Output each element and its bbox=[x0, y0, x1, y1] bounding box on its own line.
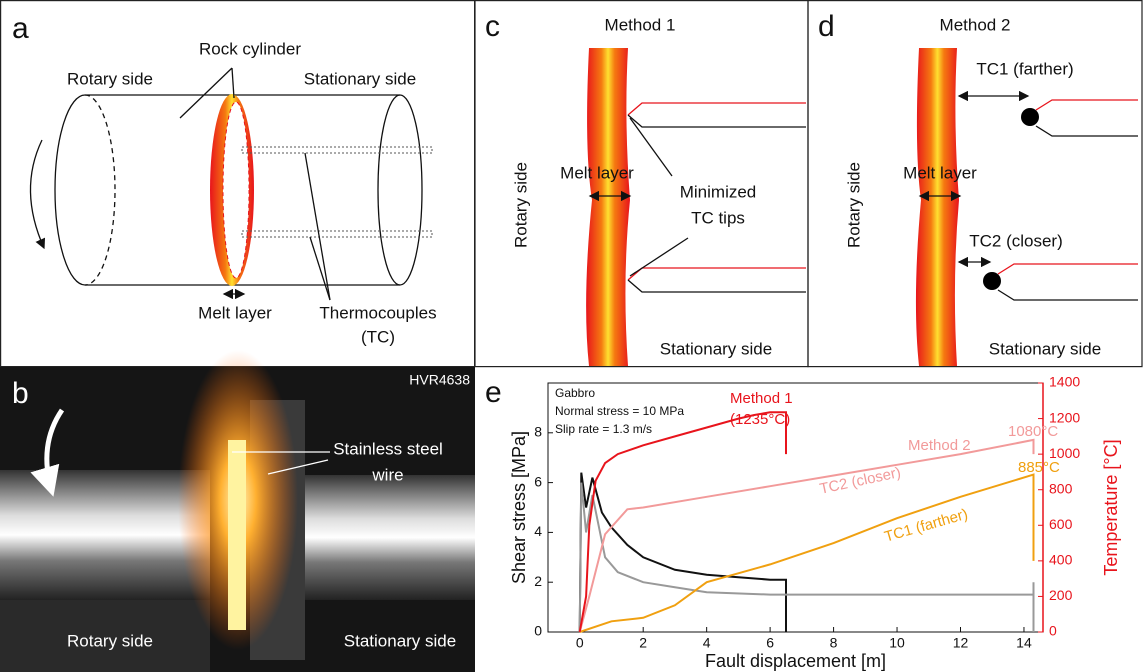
y-axis-label: Shear stress [MPa] bbox=[509, 431, 529, 584]
annotation: 1080°C bbox=[1008, 423, 1058, 440]
x-tick-label: 8 bbox=[830, 635, 838, 651]
annotation: (1235°C) bbox=[730, 411, 790, 428]
y2-tick-label: 400 bbox=[1049, 552, 1073, 568]
info-text: Normal stress = 10 MPa bbox=[555, 404, 684, 418]
label: Method 2 bbox=[940, 15, 1011, 34]
panel-c: c Method 1 Rotary side Melt layer Minimi… bbox=[485, 10, 806, 366]
label: Minimized bbox=[680, 182, 757, 201]
label: Rotary side bbox=[511, 162, 530, 248]
panel-letter: b bbox=[12, 377, 29, 410]
label: TC2 (closer) bbox=[969, 231, 1063, 250]
data-line bbox=[579, 473, 1035, 633]
frames bbox=[0, 0, 1143, 368]
y2-tick-label: 1400 bbox=[1049, 374, 1080, 390]
label: Rotary side bbox=[67, 631, 153, 650]
y-tick-label: 4 bbox=[534, 523, 542, 539]
y-tick-label: 8 bbox=[534, 424, 542, 440]
label: TC1 (farther) bbox=[976, 59, 1073, 78]
panel-letter: c bbox=[485, 10, 500, 43]
label: HVR4638 bbox=[409, 372, 470, 388]
y-tick-label: 0 bbox=[534, 623, 542, 639]
label: Rock cylinder bbox=[199, 39, 301, 58]
label: Stationary side bbox=[304, 69, 416, 88]
data-line bbox=[578, 482, 1035, 633]
label: Melt layer bbox=[198, 303, 272, 322]
panel-letter: d bbox=[818, 10, 835, 43]
y2-tick-label: 200 bbox=[1049, 587, 1073, 603]
series-label: Method 1 bbox=[730, 390, 793, 407]
y2-tick-label: 1200 bbox=[1049, 409, 1080, 425]
annotation: Method 2 bbox=[908, 437, 971, 454]
x-tick-label: 14 bbox=[1016, 635, 1032, 651]
label: TC tips bbox=[691, 208, 745, 227]
series-label: TC1 (farther) bbox=[883, 506, 970, 546]
annotation: 885°C bbox=[1018, 459, 1060, 476]
data-line bbox=[578, 438, 1035, 633]
label: Stationary side bbox=[989, 339, 1101, 358]
label: Stationary side bbox=[344, 631, 456, 650]
label: Rotary side bbox=[67, 69, 153, 88]
panel-d: d Method 2 TC1 (farther) TC2 (closer) Ro… bbox=[818, 10, 1138, 366]
y2-tick-label: 1000 bbox=[1049, 445, 1080, 461]
x-tick-label: 6 bbox=[766, 635, 774, 651]
y2-tick-label: 800 bbox=[1049, 480, 1073, 496]
info-text: Gabbro bbox=[555, 386, 595, 400]
panel-e: e 0 2 4 6 8 10 12 14024680200400600800100012001… bbox=[485, 374, 1121, 671]
y2-tick-label: 600 bbox=[1049, 516, 1073, 532]
series-label: TC2 (closer) bbox=[818, 464, 902, 498]
x-axis-label: Fault displacement [m] bbox=[705, 651, 886, 671]
data-line bbox=[578, 472, 787, 633]
panel-letter: a bbox=[12, 12, 29, 45]
y2-tick-label: 0 bbox=[1049, 623, 1057, 639]
x-tick-label: 10 bbox=[889, 635, 905, 651]
label: Method 1 bbox=[605, 15, 676, 34]
label: wire bbox=[371, 465, 403, 484]
x-tick-label: 12 bbox=[953, 635, 969, 651]
panel-letter: e bbox=[485, 376, 502, 409]
panel-a: a Rock cylinder Rotary side Stationary s… bbox=[12, 12, 437, 347]
label: Melt layer bbox=[560, 163, 634, 182]
y-tick-label: 6 bbox=[534, 473, 542, 489]
data-line bbox=[578, 411, 787, 633]
panel-b: b HVR4638 Stainless steel wire Rotary si… bbox=[0, 350, 475, 672]
y-tick-label: 2 bbox=[534, 573, 542, 589]
label: Stainless steel bbox=[333, 439, 443, 458]
label: Rotary side bbox=[844, 162, 863, 248]
x-tick-label: 0 bbox=[576, 635, 584, 651]
label: Melt layer bbox=[903, 163, 977, 182]
label: Stationary side bbox=[660, 339, 772, 358]
label: Thermocouples bbox=[319, 303, 436, 322]
x-tick-label: 2 bbox=[639, 635, 647, 651]
y2-axis-label: Temperature [°C] bbox=[1101, 439, 1121, 575]
label: (TC) bbox=[361, 327, 395, 346]
info-text: Slip rate = 1.3 m/s bbox=[555, 422, 652, 436]
x-tick-label: 4 bbox=[703, 635, 711, 651]
